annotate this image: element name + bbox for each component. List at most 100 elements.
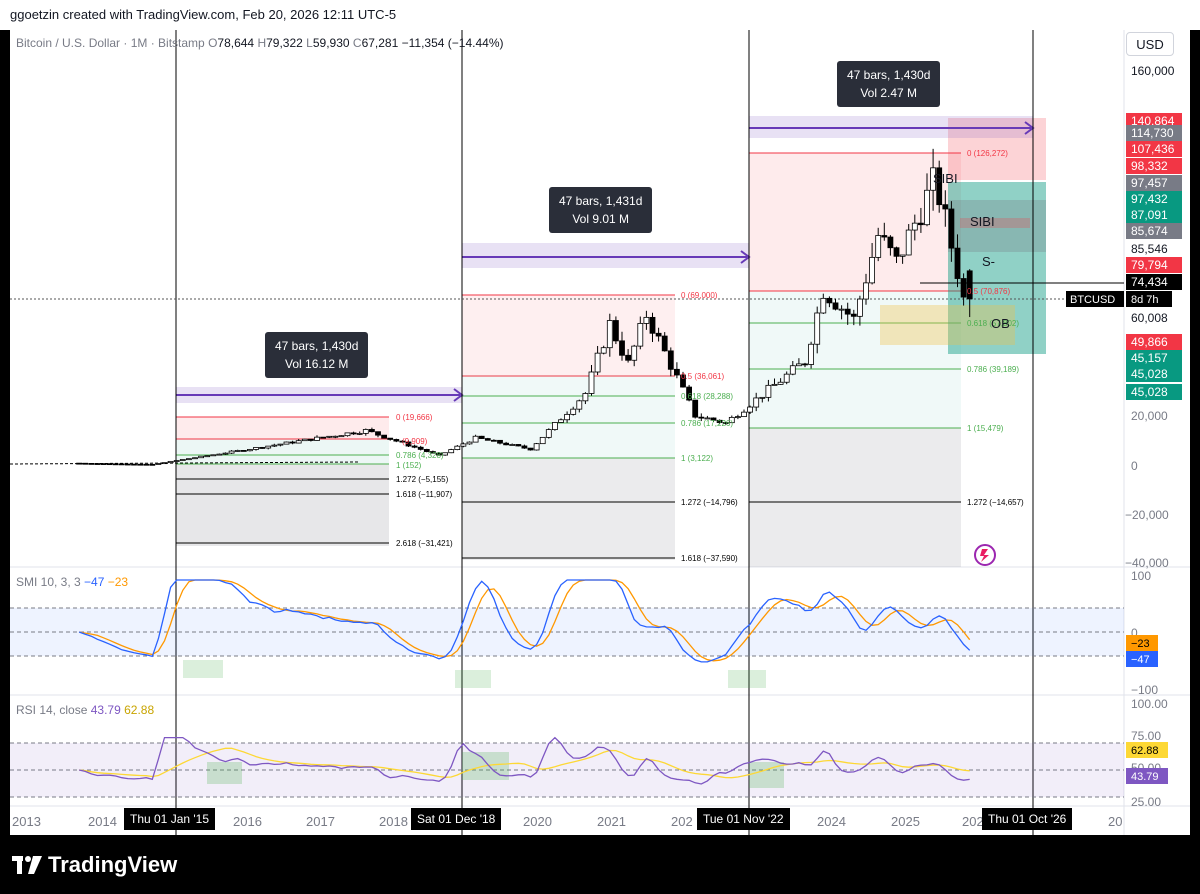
rsi-ma-line xyxy=(79,747,970,779)
candle-body xyxy=(881,235,888,238)
smi-badge-orange: −23 xyxy=(1131,638,1150,650)
candle-body xyxy=(954,247,961,279)
candle-body xyxy=(234,450,241,452)
candle-body xyxy=(423,449,430,452)
rsi-tick-100: 100.00 xyxy=(1131,697,1168,711)
fib-retracement-2015 xyxy=(176,416,389,546)
price-badge: 97,432 xyxy=(1131,192,1168,206)
candle-body xyxy=(905,229,912,256)
year-label-2018: 2018 xyxy=(379,814,408,829)
candle-body xyxy=(674,368,680,376)
year-label-2020: 2020 xyxy=(523,814,552,829)
candle-body xyxy=(460,443,467,447)
candle-body xyxy=(509,444,516,446)
countdown-badge-bg xyxy=(1126,291,1172,307)
candle-body xyxy=(155,463,162,465)
legend-symbol: Bitcoin / U.S. Dollar · 1M · Bitstamp xyxy=(16,36,205,50)
price-badge-bg xyxy=(1126,158,1182,174)
candle-body xyxy=(838,308,845,311)
annotation-sibi-mid: SIBI xyxy=(970,214,995,229)
date-label-2022: Tue 01 Nov '22 xyxy=(697,808,790,830)
price-tick-60008: 60,008 xyxy=(1131,311,1168,325)
smi-legend-label: SMI 10, 3, 3 xyxy=(16,575,81,589)
candle-body xyxy=(698,416,705,419)
price-badge: 45,157 xyxy=(1131,351,1168,365)
candle-body xyxy=(210,454,217,457)
tradingview-logo[interactable]: TradingView xyxy=(12,852,177,878)
legend-h-label: H xyxy=(257,36,267,50)
fib2-label-0786: 0.786 (17,226) xyxy=(681,419,733,428)
candle-body xyxy=(125,463,131,466)
price-badge: 87,091 xyxy=(1131,208,1168,222)
fib3-label-0618: 0.618 (57,802) xyxy=(967,319,1019,328)
candlestick-series xyxy=(9,148,973,466)
legend-l-label: L xyxy=(306,36,313,50)
fib3-label-1: 1 (15,479) xyxy=(967,424,1004,433)
candle-body xyxy=(106,463,113,466)
price-badge-bg xyxy=(1126,384,1182,400)
price-badge: 74,434 xyxy=(1131,275,1168,289)
fib1-label-1: 1 (152) xyxy=(396,461,422,470)
candle-body xyxy=(283,441,290,445)
year-label-2024: 2024 xyxy=(817,814,846,829)
position-tool xyxy=(880,118,1046,354)
candle-body xyxy=(289,441,296,444)
smi-legend: SMI 10, 3, 3 −47 −23 xyxy=(16,575,128,589)
year-label-2017: 2017 xyxy=(306,814,335,829)
candle-body xyxy=(521,445,528,449)
candle-body xyxy=(277,443,284,446)
measure-box-2015-bars: 47 bars, 1,430d xyxy=(275,339,359,353)
candle-body xyxy=(863,282,869,300)
candle-body xyxy=(655,332,662,337)
candle-body xyxy=(875,235,882,258)
candle-body xyxy=(179,459,186,461)
smi-badge-blue-bg xyxy=(1126,651,1158,667)
fib2-label-0618: 0.618 (28,288) xyxy=(681,392,733,401)
year-label-2016: 2016 xyxy=(233,814,262,829)
year-label-2014: 2014 xyxy=(88,814,117,829)
candle-body xyxy=(649,316,656,334)
year-label-202x: 202 xyxy=(671,814,693,829)
fib3-label-05: 0.5 (70,876) xyxy=(967,287,1010,296)
candle-body xyxy=(295,440,302,444)
fib2-label-1618: 1.618 (−37,590) xyxy=(681,554,738,563)
year-label-2021: 2021 xyxy=(597,814,626,829)
candle-body xyxy=(869,256,875,284)
candle-body xyxy=(417,446,424,450)
candle-body xyxy=(198,455,205,459)
candle-body xyxy=(893,247,900,257)
candle-body xyxy=(436,452,442,456)
chart-panel[interactable] xyxy=(10,30,1190,835)
candle-body xyxy=(594,352,601,373)
date-label-2015: Thu 01 Jan '15 xyxy=(124,808,216,830)
rsi-legend-label: RSI 14, close xyxy=(16,703,88,717)
candle-body xyxy=(314,436,320,441)
price-badge-bg xyxy=(1126,191,1182,207)
vertical-date-lines xyxy=(175,30,1034,835)
date-label-2026: Thu 01 Oct '26 xyxy=(982,808,1073,830)
price-badge-bg xyxy=(1126,334,1182,350)
candle-body xyxy=(429,451,436,454)
candle-body xyxy=(442,452,449,456)
fib2-label-1272: 1.272 (−14,796) xyxy=(681,498,738,507)
price-badge-bg xyxy=(1126,141,1182,157)
price-badge: 79,794 xyxy=(1131,258,1168,272)
candle-body xyxy=(362,429,369,434)
candle-body xyxy=(545,429,552,438)
candle-body xyxy=(484,438,491,441)
candle-body xyxy=(240,450,247,452)
candle-body xyxy=(173,460,180,462)
smi-pane xyxy=(10,579,1124,688)
candle-body xyxy=(131,463,137,466)
currency-button[interactable]: USD xyxy=(1126,32,1174,56)
candle-body xyxy=(765,384,772,398)
rsi-badge-purple: 43.79 xyxy=(1131,771,1159,783)
candle-body xyxy=(307,438,314,441)
candle-body xyxy=(320,436,327,439)
candle-body xyxy=(613,320,619,342)
candle-body xyxy=(832,302,839,310)
fib1-label-0: 0 (19,666) xyxy=(396,413,433,422)
price-badge: 140,864 xyxy=(1131,114,1175,128)
candle-body xyxy=(911,222,918,231)
